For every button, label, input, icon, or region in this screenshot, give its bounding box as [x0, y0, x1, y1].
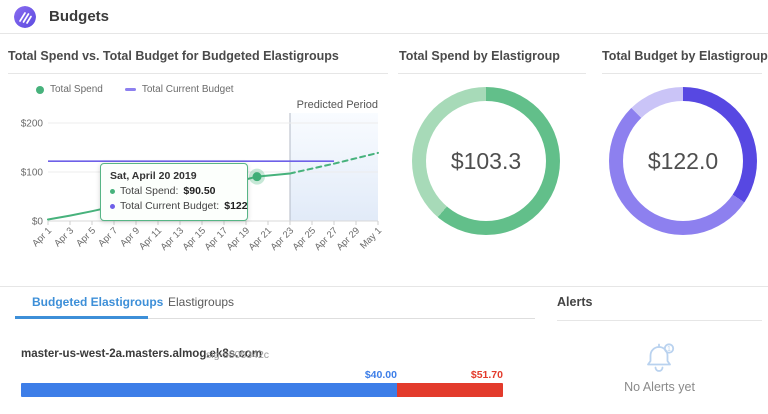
svg-text:1: 1 [667, 346, 671, 353]
elastigroup-sig: sig-5505342c [206, 349, 270, 361]
svg-text:$0: $0 [32, 217, 44, 228]
line-chart-title: Total Spend vs. Total Budget for Budgete… [8, 49, 339, 63]
svg-text:Apr 7: Apr 7 [96, 225, 120, 249]
divider [557, 320, 762, 321]
svg-text:Apr 27: Apr 27 [313, 225, 341, 253]
no-alerts-text: No Alerts yet [624, 380, 695, 394]
purple-dash-icon [124, 88, 136, 91]
spotinst-logo-icon [14, 5, 36, 28]
spend-budget-chart[interactable]: Predicted Period $0 $100 $200 Apr 1 Apr 3 Apr … [0, 78, 390, 283]
page-title: Budgets [49, 8, 109, 25]
budget-bar-segment [21, 383, 397, 397]
svg-text:Apr 19: Apr 19 [225, 225, 253, 253]
spend-donut-title: Total Spend by Elastigroup [399, 49, 560, 63]
tooltip-row-budget: Total Current Budget: $122 [110, 199, 248, 214]
svg-text:Apr 21: Apr 21 [247, 225, 275, 253]
budget-amount-label: $40.00 [364, 369, 397, 381]
svg-text:Apr 15: Apr 15 [181, 225, 209, 253]
svg-text:Predicted Period: Predicted Period [297, 99, 378, 111]
svg-text:Apr 1: Apr 1 [30, 225, 54, 249]
divider [398, 73, 586, 74]
legend-label: Total Current Budget [141, 84, 234, 95]
active-tab-underline [15, 316, 148, 319]
donut-center-value: $103.3 [426, 101, 546, 221]
svg-text:Apr 29: Apr 29 [335, 225, 363, 253]
svg-text:Apr 3: Apr 3 [52, 225, 76, 249]
legend-total-current-budget[interactable]: Total Current Budget [124, 84, 234, 95]
budget-donut-title: Total Budget by Elastigroup [602, 49, 768, 63]
elastigroup-name[interactable]: master-us-west-2a.masters.almog.ek8s.com [21, 348, 262, 360]
green-dot-icon [36, 85, 44, 94]
green-bullet-icon [110, 189, 115, 194]
divider [8, 73, 388, 74]
alerts-title: Alerts [557, 295, 593, 309]
donut-center-value: $122.0 [623, 101, 743, 221]
divider [0, 286, 768, 287]
tab-elastigroups[interactable]: Elastigroups [168, 295, 235, 309]
overspend-bar-segment [396, 383, 503, 397]
total-spend-donut[interactable]: $103.3 [412, 87, 560, 235]
tabs-divider [15, 318, 535, 319]
svg-text:May 1: May 1 [358, 225, 384, 251]
total-budget-donut[interactable]: $122.0 [609, 87, 757, 235]
app-header: Budgets [0, 0, 768, 34]
chart-tooltip: Sat, April 20 2019 Total Spend: $90.50 T… [100, 163, 248, 221]
svg-text:Apr 11: Apr 11 [137, 225, 164, 252]
svg-text:Apr 5: Apr 5 [74, 225, 98, 249]
svg-text:Apr 13: Apr 13 [159, 225, 187, 253]
purple-bullet-icon [110, 204, 115, 209]
svg-text:Apr 17: Apr 17 [203, 225, 231, 253]
svg-text:Apr 25: Apr 25 [291, 225, 319, 253]
divider [602, 73, 762, 74]
chart-legend: Total Spend Total Current Budget [36, 84, 234, 95]
overspend-amount-label: $51.70 [470, 369, 503, 381]
legend-label: Total Spend [50, 84, 103, 95]
legend-total-spend[interactable]: Total Spend [36, 84, 103, 95]
bell-icon: 1 [639, 338, 679, 378]
tooltip-date: Sat, April 20 2019 [110, 170, 197, 182]
tab-budgeted-elastigroups[interactable]: Budgeted Elastigroups [32, 295, 164, 309]
svg-text:$200: $200 [21, 119, 44, 130]
budget-usage-bar[interactable]: $40.00 $51.70 [21, 369, 503, 397]
tooltip-row-spend: Total Spend: $90.50 [110, 184, 238, 199]
svg-text:Apr 23: Apr 23 [269, 225, 297, 253]
svg-text:$100: $100 [21, 168, 44, 179]
